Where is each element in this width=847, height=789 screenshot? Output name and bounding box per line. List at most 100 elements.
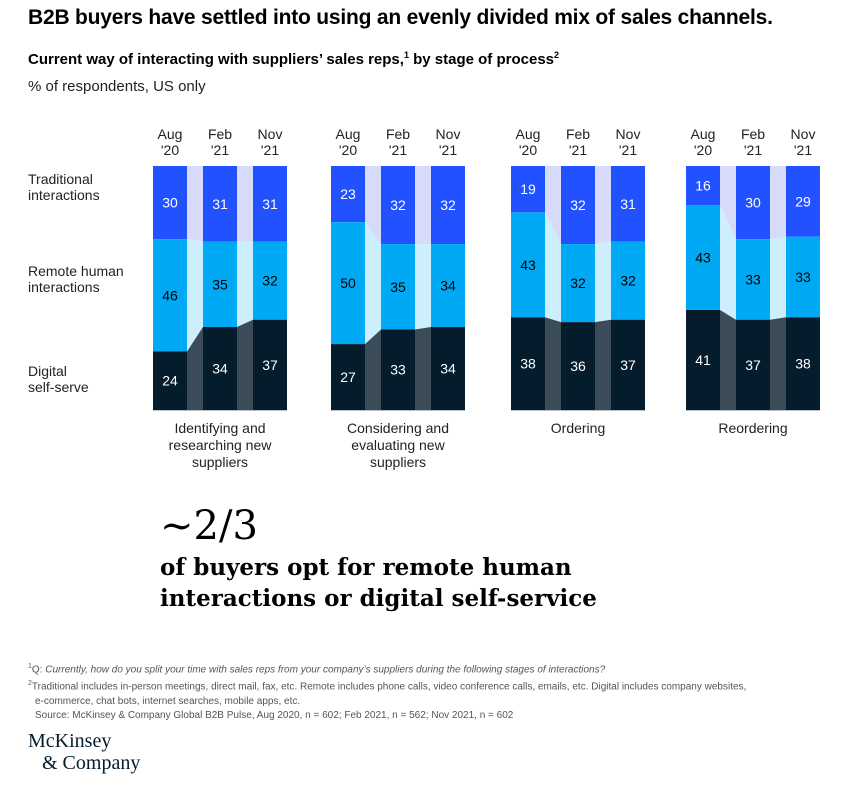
callout-text: of buyers opt for remote human interacti…: [160, 552, 597, 614]
group-label: suppliers: [370, 454, 426, 470]
data-label: 32: [390, 197, 406, 213]
callout-line-2: interactions or digital self-service: [160, 585, 597, 612]
bar-segment: [203, 166, 237, 242]
connector-band: [365, 222, 381, 345]
period-label: '20: [339, 142, 357, 158]
footnote-2-cont: e-commerce, chat bots, internet searches…: [35, 695, 301, 707]
bar-segment: [736, 319, 770, 410]
bar-segment: [153, 239, 187, 352]
data-label: 32: [570, 197, 586, 213]
data-label: 32: [620, 273, 636, 289]
bar-segment: [203, 327, 237, 410]
group-label: suppliers: [192, 454, 248, 470]
connector-band: [770, 166, 786, 240]
period-label: Feb: [566, 126, 590, 142]
connector-band: [545, 166, 561, 245]
data-label: 29: [795, 193, 811, 209]
bar-segment: [561, 322, 595, 410]
data-label: 19: [520, 181, 536, 197]
bar-segment: [331, 166, 365, 223]
data-label: 38: [795, 356, 811, 372]
legend-label: Traditional: [28, 171, 93, 187]
data-label: 23: [340, 186, 356, 202]
group-label: evaluating new: [351, 437, 445, 453]
bar-segment: [511, 317, 545, 410]
subtitle-text-2: by stage of process: [408, 51, 555, 68]
logo-line-2: & Company: [42, 752, 141, 774]
bar-segment: [736, 166, 770, 240]
period-label: Feb: [386, 126, 410, 142]
data-label: 32: [440, 197, 456, 213]
footnote-2: 2Traditional includes in-person meetings…: [28, 677, 838, 694]
connector-band: [720, 166, 736, 240]
legend-label: interactions: [28, 187, 100, 203]
connector-band: [415, 327, 431, 410]
period-label: Feb: [741, 126, 765, 142]
period-label: '20: [519, 142, 537, 158]
period-label: Aug: [516, 126, 541, 142]
bar-segment: [786, 236, 820, 318]
bar-segment: [611, 319, 645, 410]
connector-band: [595, 166, 611, 245]
legend-label: Digital: [28, 363, 67, 379]
data-label: 33: [795, 269, 811, 285]
bar-segment: [611, 166, 645, 242]
connector-band: [770, 236, 786, 320]
bar-segment: [431, 244, 465, 328]
chart-title: B2B buyers have settled into using an ev…: [28, 6, 773, 29]
data-label: 32: [570, 275, 586, 291]
footnote-1-marker: 1: [28, 663, 32, 670]
data-label: 35: [390, 279, 406, 295]
bar-segment: [686, 166, 720, 206]
footnote-1: 1Q: Currently, how do you split your tim…: [28, 660, 838, 677]
bar-segment: [686, 205, 720, 310]
connector-band: [770, 317, 786, 410]
legend-label: Remote human: [28, 263, 124, 279]
mckinsey-logo: McKinsey & Company: [28, 730, 140, 774]
subtitle-text: Current way of interacting with supplier…: [28, 51, 404, 68]
connector-band: [365, 329, 381, 410]
bar-segment: [561, 166, 595, 245]
period-label: '21: [619, 142, 637, 158]
data-label: 37: [745, 357, 761, 373]
data-label: 31: [212, 196, 228, 212]
callout-line-1: of buyers opt for remote human: [160, 554, 572, 581]
data-label: 31: [262, 196, 278, 212]
bar-segment: [331, 222, 365, 345]
footnote-1-text: Currently, how do you split your time wi…: [45, 664, 606, 676]
connector-band: [415, 244, 431, 330]
data-label: 33: [390, 362, 406, 378]
connector-band: [545, 317, 561, 410]
data-label: 27: [340, 369, 356, 385]
group-label: Ordering: [551, 420, 605, 436]
period-label: '21: [744, 142, 762, 158]
data-label: 43: [695, 250, 711, 266]
data-label: 46: [162, 287, 178, 303]
period-label: Nov: [258, 126, 283, 142]
period-label: '21: [569, 142, 587, 158]
footnotes: 1Q: Currently, how do you split your tim…: [28, 660, 838, 723]
data-label: 36: [570, 358, 586, 374]
period-label: Nov: [791, 126, 816, 142]
period-label: '20: [694, 142, 712, 158]
bar-segment: [431, 166, 465, 245]
data-label: 41: [695, 352, 711, 368]
footnote-ref-2: 2: [554, 50, 560, 60]
data-label: 30: [162, 195, 178, 211]
legend-label: interactions: [28, 279, 100, 295]
period-label: '21: [261, 142, 279, 158]
data-label: 24: [162, 373, 178, 389]
data-label: 30: [745, 195, 761, 211]
bar-segment: [381, 166, 415, 245]
footnote-2-marker: 2: [28, 680, 32, 688]
group-label: Identifying and: [174, 420, 265, 436]
group-label: Reordering: [718, 420, 787, 436]
connector-band: [365, 166, 381, 245]
connector-band: [545, 212, 561, 323]
footnote-2-text: Traditional includes in-person meetings,…: [31, 681, 747, 693]
connector-band: [187, 239, 203, 352]
data-label: 38: [520, 356, 536, 372]
bar-segment: [786, 317, 820, 410]
bar-segment: [203, 241, 237, 328]
